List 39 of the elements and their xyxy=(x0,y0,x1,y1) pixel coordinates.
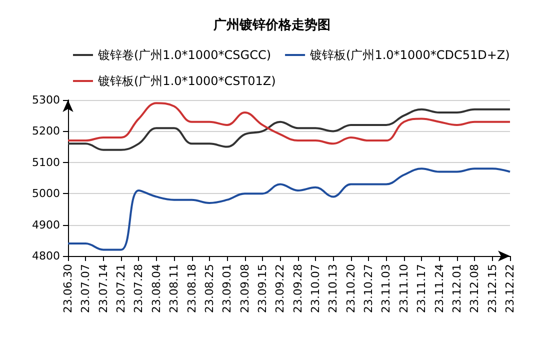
x-tick-label: 23.08.04 xyxy=(150,264,163,313)
x-tick-label: 23.09.28 xyxy=(291,264,304,313)
y-tick-label: 4900 xyxy=(32,218,60,232)
legend-label: 镀锌板(广州1.0*1000*CST01Z) xyxy=(97,74,276,88)
legend-label: 镀锌板(广州1.0*1000*CDC51D+Z) xyxy=(309,48,510,62)
legend-label: 镀锌卷(广州1.0*1000*CSGCC) xyxy=(97,48,272,62)
x-tick-label: 23.09.22 xyxy=(274,264,287,313)
x-tick-label: 23.11.10 xyxy=(397,264,410,313)
x-tick-label: 23.12.08 xyxy=(468,264,482,313)
x-tick-label: 23.11.17 xyxy=(415,264,428,313)
y-tick-label: 4800 xyxy=(32,250,60,262)
x-tick-label: 23.07.07 xyxy=(79,264,92,313)
chart-title: 广州镀锌价格走势图 xyxy=(212,17,330,33)
x-tick-label: 23.12.15 xyxy=(486,264,499,313)
x-tick-label: 23.12.01 xyxy=(450,264,464,313)
x-tick-label: 23.07.14 xyxy=(96,264,110,313)
x-tick-label: 23.10.07 xyxy=(309,264,322,313)
x-tick-label: 23.11.24 xyxy=(432,264,446,313)
x-tick-label: 23.12.22 xyxy=(504,264,516,313)
x-tick-label: 23.08.11 xyxy=(168,264,181,313)
x-tick-label: 23.09.01 xyxy=(220,264,234,313)
x-tick-label: 23.06.30 xyxy=(62,264,74,313)
x-tick-label: 23.08.18 xyxy=(185,264,198,313)
x-tick-label: 23.07.28 xyxy=(132,264,146,313)
line-series xyxy=(67,168,511,251)
y-tick-label: 5100 xyxy=(32,156,60,169)
x-tick-label: 23.08.25 xyxy=(202,264,216,313)
x-tick-label: 23.10.13 xyxy=(326,264,340,313)
y-tick-label: 5000 xyxy=(32,187,60,200)
x-tick-label: 23.07.21 xyxy=(114,264,128,313)
y-tick-label: 5200 xyxy=(32,124,60,138)
x-tick-label: 23.11.03 xyxy=(380,264,393,313)
x-tick-label: 23.10.20 xyxy=(344,264,358,313)
x-tick-label: 23.10.27 xyxy=(362,264,376,313)
x-tick-label: 23.09.08 xyxy=(238,264,252,313)
line-series xyxy=(67,108,511,151)
y-tick-label: 5300 xyxy=(32,94,60,106)
x-tick-label: 23.09.15 xyxy=(256,264,269,313)
line-series xyxy=(67,102,511,145)
